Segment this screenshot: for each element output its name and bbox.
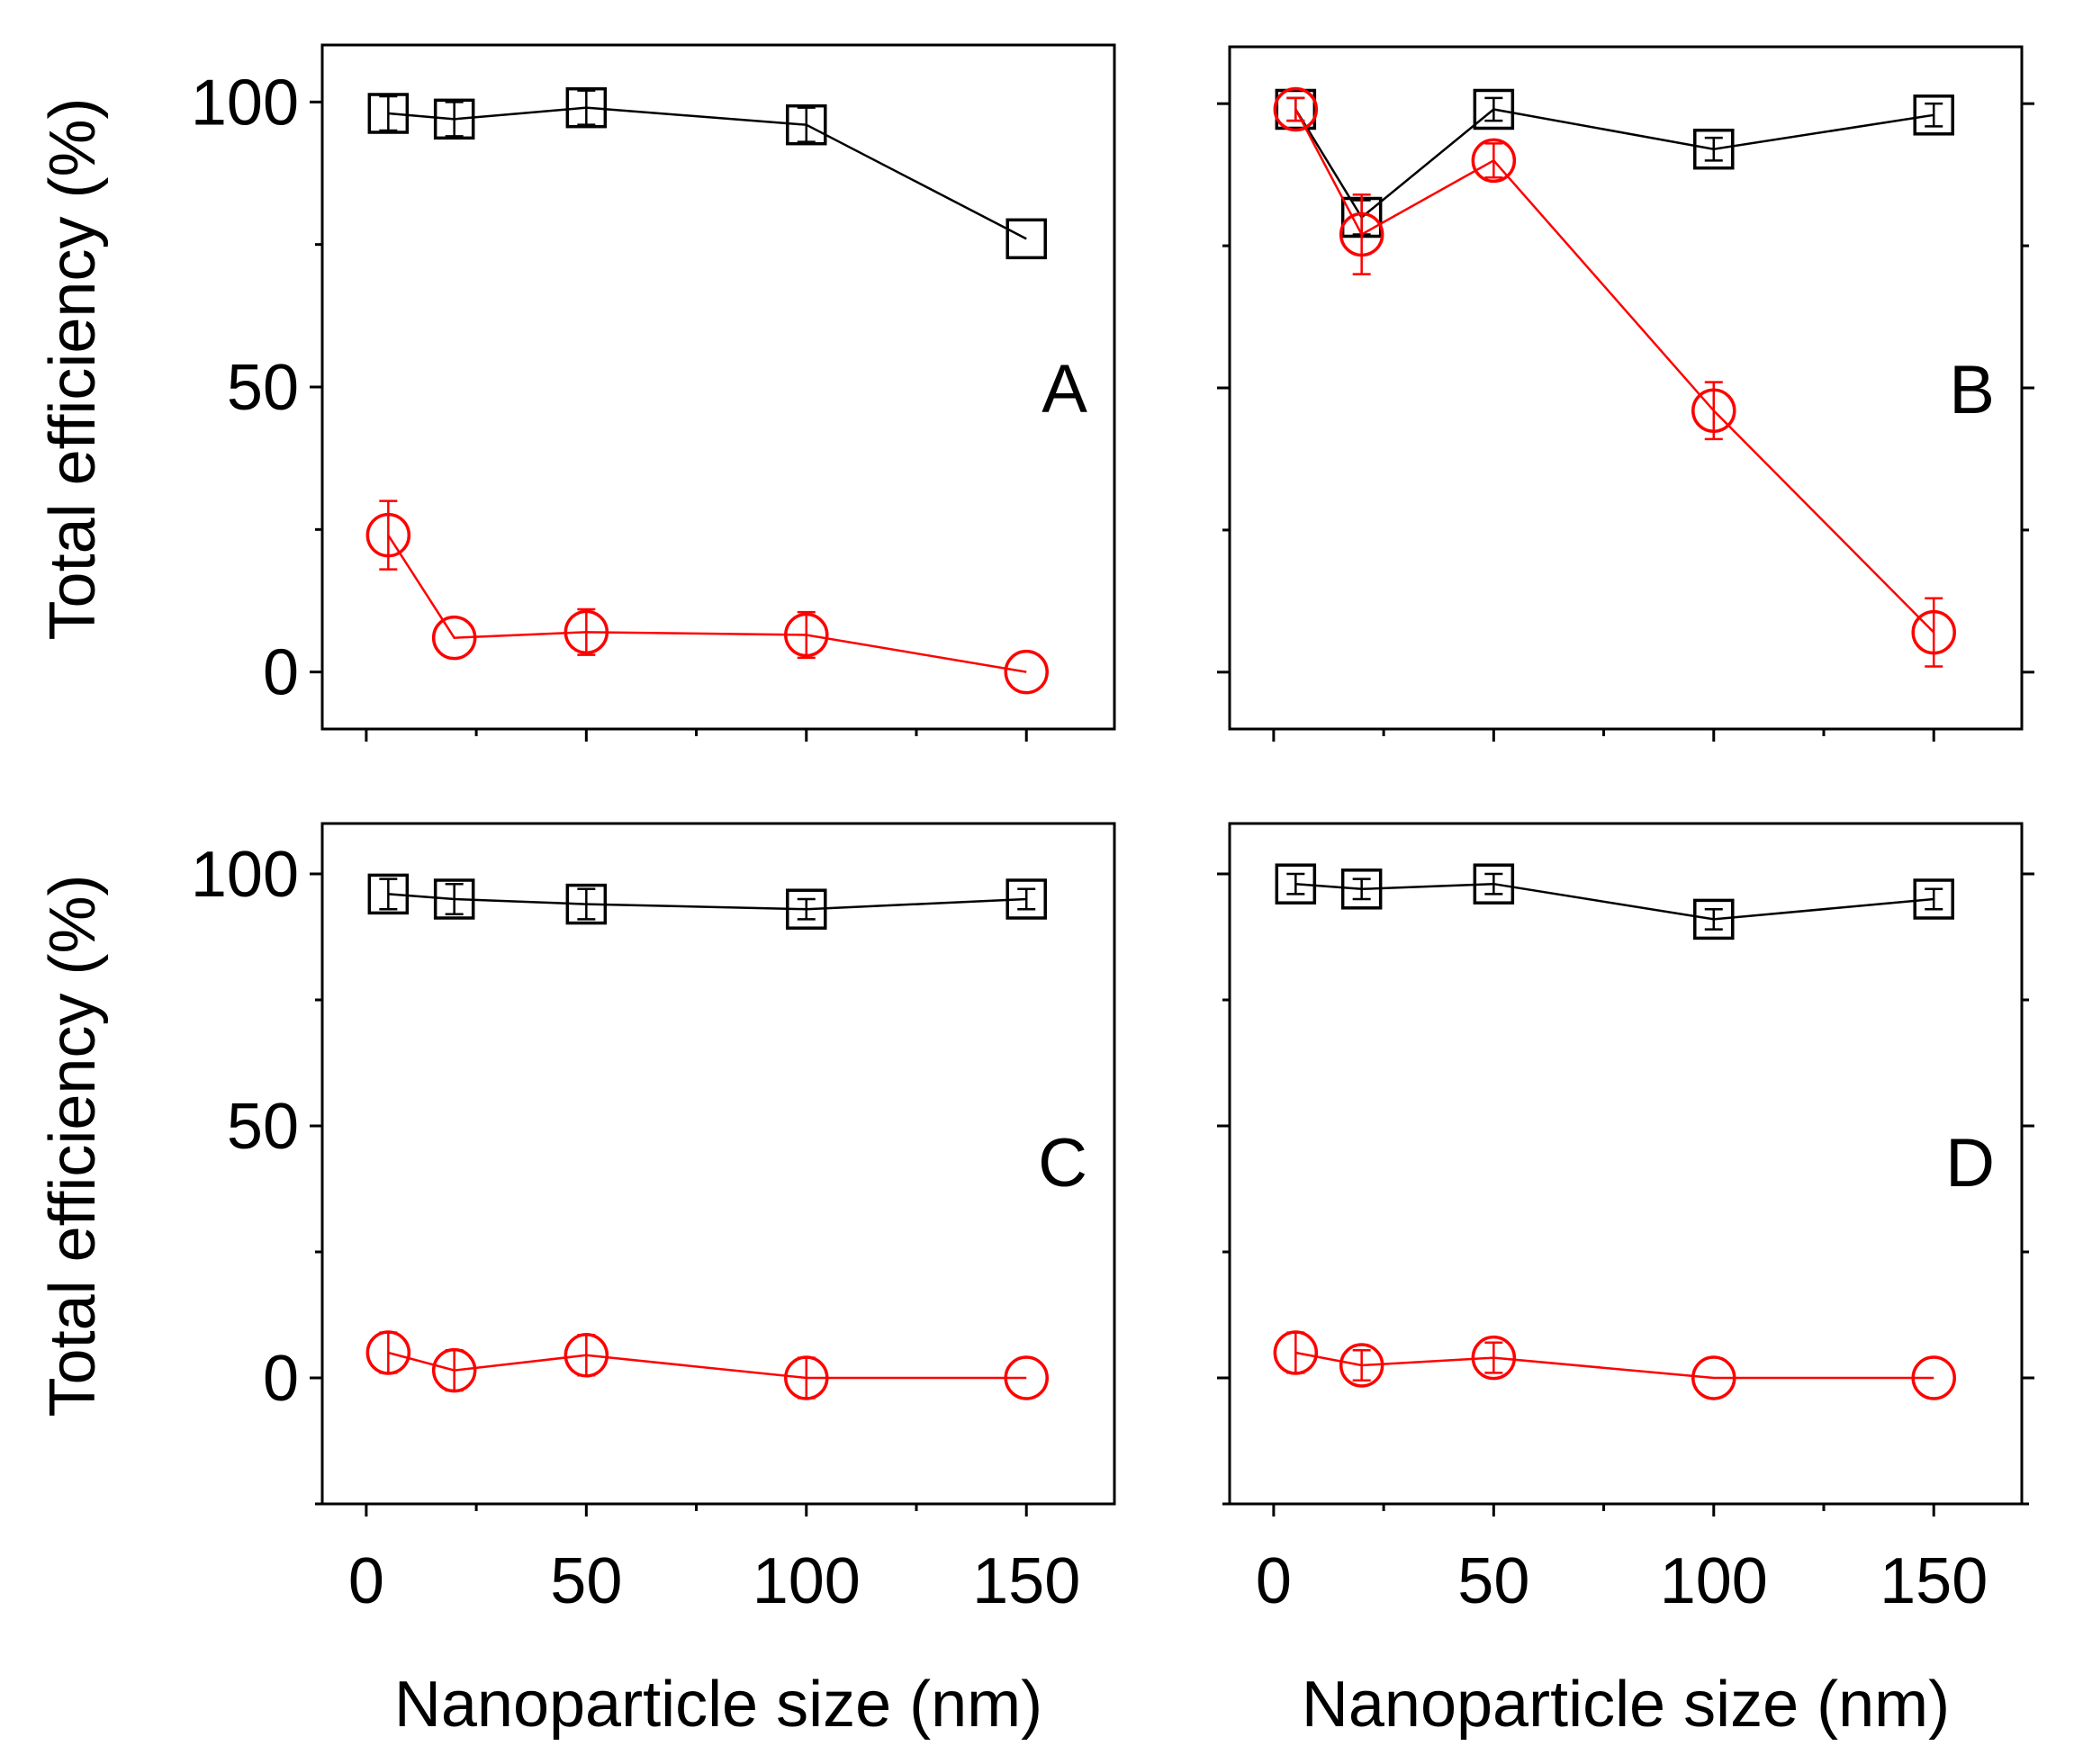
data-point-square [1693, 898, 1735, 940]
panel-letter: B [1949, 352, 1995, 428]
data-point-circle [365, 512, 411, 558]
data-point-square [1693, 128, 1735, 170]
y-axis-label: Total efficiency (%) [37, 98, 109, 641]
data-point-circle [784, 612, 829, 658]
series-circles [365, 500, 1049, 695]
series-line [388, 1351, 1027, 1380]
panel-letter: D [1945, 1125, 1995, 1202]
plot-frame [1228, 822, 2024, 1506]
y-axis-label: Total efficiency (%) [37, 875, 109, 1418]
series-line [1295, 882, 1934, 921]
x-tick-label: 50 [550, 1545, 622, 1617]
plot-frame [320, 822, 1116, 1506]
y-tick-label: 50 [227, 1091, 299, 1163]
x-tick-label: 150 [972, 1545, 1080, 1617]
data-point-circle [1339, 1343, 1384, 1388]
series-circles [1273, 86, 1956, 668]
plot-frame [320, 43, 1116, 731]
data-point-square [1275, 88, 1317, 130]
data-point-circle [1471, 1335, 1517, 1381]
y-tick-label: 100 [191, 839, 299, 911]
y-tick-label: 0 [263, 637, 299, 709]
plot-frame [1228, 45, 2024, 731]
data-point-circle [564, 1333, 609, 1378]
panel-letter: A [1042, 351, 1087, 428]
data-point-circle [784, 1355, 829, 1400]
data-point-circle [431, 615, 477, 661]
panel-a: 0 50 100 Total efficiency (%) A [37, 43, 1116, 742]
series-squares [1275, 863, 1954, 940]
x-tick-label: 100 [753, 1545, 861, 1617]
x-tick-label: 0 [348, 1545, 384, 1617]
data-point-circle [564, 609, 609, 655]
series-line [1295, 1351, 1934, 1380]
y-tick-label: 0 [263, 1343, 299, 1415]
panel-b: B [1217, 45, 2034, 742]
series-circles [365, 1330, 1049, 1400]
x-tick-label: 100 [1660, 1545, 1768, 1617]
data-point-circle [1273, 1330, 1319, 1375]
data-point-square [367, 873, 410, 915]
series-line [387, 534, 1027, 673]
data-point-square [1473, 863, 1515, 904]
data-point-square [433, 98, 475, 140]
x-tick-label: 0 [1256, 1545, 1292, 1617]
series-line [1294, 108, 1935, 634]
data-point-circle [1471, 138, 1517, 184]
series-line [388, 893, 1027, 911]
data-point-circle [1911, 609, 1956, 655]
x-tick-label: 150 [1880, 1545, 1988, 1617]
data-point-circle [1004, 1355, 1049, 1400]
data-point-circle [365, 1330, 411, 1375]
series-line [388, 106, 1027, 240]
data-point-circle [1691, 388, 1736, 434]
y-tick-label: 100 [191, 67, 299, 139]
data-point-circle [1273, 86, 1319, 132]
data-point-circle [1691, 1355, 1736, 1400]
data-point-circle [1911, 1355, 1956, 1400]
data-point-square [565, 86, 608, 129]
data-point-square [1005, 218, 1047, 260]
series-squares [367, 873, 1047, 930]
x-axis-label: Nanoparticle size (nm) [1302, 1669, 1950, 1741]
data-point-circle [1004, 649, 1049, 695]
series-circles [1273, 1330, 1956, 1400]
data-point-square [786, 104, 827, 146]
data-point-square [786, 888, 827, 930]
x-axis-label: Nanoparticle size (nm) [394, 1669, 1042, 1741]
data-point-square [565, 883, 608, 925]
data-point-square [433, 878, 475, 920]
data-point-square [367, 93, 410, 134]
data-point-square [1275, 863, 1317, 904]
data-point-square [1005, 878, 1047, 920]
x-tick-label: 50 [1457, 1545, 1529, 1617]
series-squares [367, 86, 1047, 260]
data-point-circle [1339, 212, 1384, 257]
series-squares [1275, 88, 1954, 238]
data-point-circle [431, 1347, 477, 1393]
data-point-square [1340, 868, 1383, 910]
panel-letter: C [1038, 1125, 1087, 1202]
data-point-square [1473, 88, 1515, 130]
data-point-square [1913, 94, 1954, 136]
series-line [1294, 108, 1934, 220]
data-point-square [1913, 878, 1954, 920]
y-tick-label: 50 [227, 352, 299, 424]
panel-c: 0 50 100 0 50 100 150 Total efficiency (%) Nanop… [37, 822, 1116, 1741]
panel-d: 0 50 100 150 Nanoparticle size (nm) D [1217, 822, 2034, 1741]
